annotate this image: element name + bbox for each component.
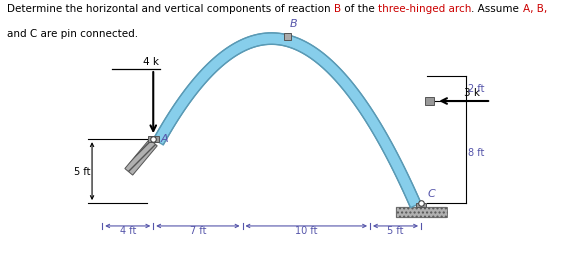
- Text: 8 ft: 8 ft: [468, 147, 484, 157]
- Text: B: B: [290, 19, 297, 29]
- Text: Determine the horizontal and vertical components of reaction: Determine the horizontal and vertical co…: [7, 4, 334, 14]
- Text: three-hinged arch: three-hinged arch: [378, 4, 471, 14]
- Text: 7 ft: 7 ft: [190, 225, 206, 235]
- Text: A, B,: A, B,: [522, 4, 547, 14]
- Text: B: B: [334, 4, 341, 14]
- Bar: [396, 208, 447, 217]
- Bar: [284, 34, 291, 41]
- Polygon shape: [153, 34, 421, 208]
- Text: C: C: [427, 188, 435, 198]
- Polygon shape: [125, 140, 157, 176]
- Text: . Assume: . Assume: [471, 4, 522, 14]
- Text: 4 k: 4 k: [143, 57, 159, 67]
- Text: 2 ft: 2 ft: [468, 84, 485, 94]
- Text: 5 ft: 5 ft: [73, 166, 90, 177]
- Text: and C are pin connected.: and C are pin connected.: [7, 29, 138, 39]
- Bar: [147, 137, 159, 143]
- Bar: [416, 203, 426, 208]
- Text: 3 k: 3 k: [464, 88, 480, 98]
- Text: 10 ft: 10 ft: [295, 225, 318, 235]
- Text: of the: of the: [341, 4, 378, 14]
- Text: A: A: [160, 133, 168, 144]
- Bar: [425, 98, 434, 105]
- Text: 5 ft: 5 ft: [387, 225, 404, 235]
- Text: 4 ft: 4 ft: [120, 225, 136, 235]
